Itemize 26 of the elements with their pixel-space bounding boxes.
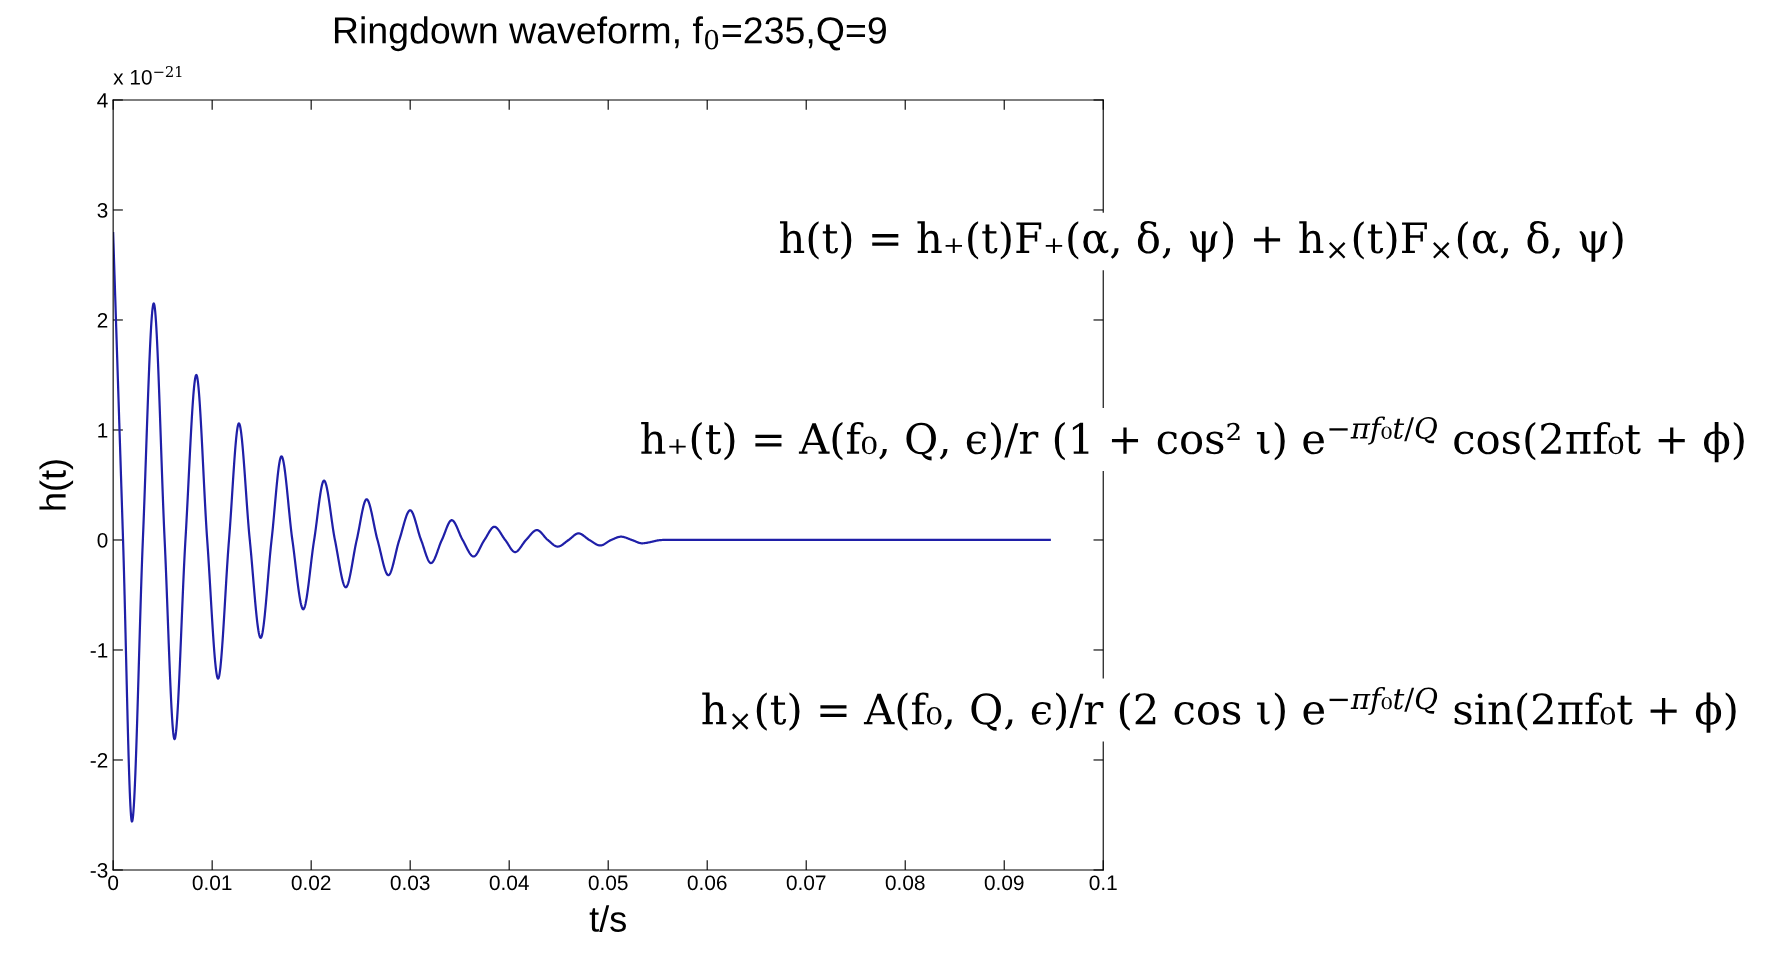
annotation: h(t) = h₊(t)F₊(α, δ, ψ) + h$_{×}$(t)F$_{×}$(α, δ, ψ) <box>779 221 1623 262</box>
x-axis-title: t/s <box>589 905 626 932</box>
y-tick-label: 1 <box>98 423 108 438</box>
annotation: h$_{×}$(t) = A(f₀, Q, ϵ)/r (2 cos ι) e$^{−πf₀t/Q}$ sin(2πf₀t + ϕ) <box>702 686 1736 733</box>
x-tick-label: 0.02 <box>291 875 331 891</box>
x-tick-label: 0.06 <box>687 875 727 891</box>
x-tick-label: 0.04 <box>489 875 529 891</box>
y-tick-label: 3 <box>97 202 108 218</box>
annotation: h₊(t) = A(f₀, Q, ϵ)/r (1 + cos² ι) e$^{−πf₀t/Q}$ cos(2πf₀t + ϕ) <box>641 416 1744 463</box>
chart-title: Ringdown waveform, f$_{0}$=235,Q=9 <box>334 16 886 52</box>
x-tick-label: 0.05 <box>588 875 628 891</box>
y-tick-label: -3 <box>90 862 108 878</box>
y-tick-label: 2 <box>97 312 108 328</box>
x-tick-label: 0.08 <box>885 875 925 891</box>
y-tick-label: 0 <box>97 532 108 548</box>
y-axis-title: h(t) <box>39 460 74 510</box>
x-tick-label: 0 <box>108 875 119 891</box>
x-tick-label: 0.01 <box>192 875 232 891</box>
x-tick-label: 0.09 <box>984 875 1024 891</box>
x-tick-label: 0.1 <box>1089 875 1117 891</box>
y-tick-label: 4 <box>97 93 108 108</box>
text: x 10$^{−21}$ <box>113 66 182 85</box>
x-tick-label: 0.07 <box>786 875 826 891</box>
y-tick-label: -2 <box>90 752 108 768</box>
y-tick-label: -1 <box>90 643 108 658</box>
x-tick-label: 0.03 <box>390 875 430 891</box>
